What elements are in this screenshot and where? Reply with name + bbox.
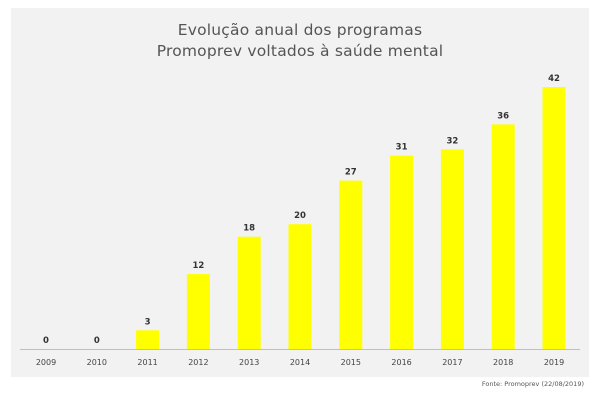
x-tick-label-2010: 2010 xyxy=(87,358,107,367)
x-tick-label-2009: 2009 xyxy=(36,358,56,367)
x-tick-label-2011: 2011 xyxy=(137,358,157,367)
data-label-2010: 0 xyxy=(94,336,100,346)
bar-2014 xyxy=(288,224,312,349)
data-label-2017: 32 xyxy=(446,136,458,146)
x-tick-label-2014: 2014 xyxy=(290,358,310,367)
x-tick-label-2012: 2012 xyxy=(188,358,208,367)
x-tick-label-2019: 2019 xyxy=(544,358,564,367)
bar-2019 xyxy=(542,87,566,349)
x-tick-label-2018: 2018 xyxy=(493,358,513,367)
source-note: Fonte: Promoprev (22/08/2019) xyxy=(481,380,584,388)
bar-2018 xyxy=(491,124,515,350)
bar-2015 xyxy=(339,180,363,349)
bar-2013 xyxy=(237,236,261,349)
data-label-2012: 12 xyxy=(192,261,204,271)
chart-title-line-1: Evolução anual dos programas xyxy=(177,21,423,39)
bar-2011 xyxy=(136,330,160,349)
data-label-2009: 0 xyxy=(43,336,49,346)
data-label-2014: 20 xyxy=(294,211,306,221)
data-label-2018: 36 xyxy=(497,111,509,121)
chart-title: Evolução anual dos programas Promoprev v… xyxy=(11,20,589,62)
x-tick-label-2017: 2017 xyxy=(442,358,462,367)
x-tick-label-2013: 2013 xyxy=(239,358,259,367)
data-label-2016: 31 xyxy=(396,143,408,153)
data-label-2019: 42 xyxy=(548,74,560,84)
x-tick-label-2015: 2015 xyxy=(341,358,361,367)
data-label-2011: 3 xyxy=(145,317,151,327)
bar-2012 xyxy=(186,274,210,349)
data-label-2015: 27 xyxy=(345,168,357,178)
x-tick-label-2016: 2016 xyxy=(391,358,411,367)
bar-2017 xyxy=(440,149,464,349)
bar-2016 xyxy=(390,155,414,349)
chart-title-line-2: Promoprev voltados à saúde mental xyxy=(156,42,444,60)
data-label-2013: 18 xyxy=(243,224,255,234)
